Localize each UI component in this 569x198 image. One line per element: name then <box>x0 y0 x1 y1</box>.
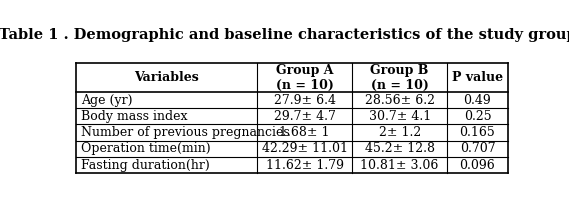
Text: Age (yr): Age (yr) <box>81 94 133 107</box>
Text: 1.68± 1: 1.68± 1 <box>279 126 330 139</box>
Text: 11.62± 1.79: 11.62± 1.79 <box>266 159 344 171</box>
Text: 45.2± 12.8: 45.2± 12.8 <box>365 142 435 155</box>
Text: Table 1 . Demographic and baseline characteristics of the study groups: Table 1 . Demographic and baseline chara… <box>0 28 569 42</box>
Text: Group A
(n = 10): Group A (n = 10) <box>275 64 333 92</box>
Text: 0.25: 0.25 <box>464 110 491 123</box>
Text: P value: P value <box>452 71 503 84</box>
Text: 0.707: 0.707 <box>460 142 495 155</box>
Text: Group B
(n = 10): Group B (n = 10) <box>370 64 429 92</box>
Text: Body mass index: Body mass index <box>81 110 187 123</box>
Text: 2± 1.2: 2± 1.2 <box>378 126 421 139</box>
Text: Number of previous pregnancies: Number of previous pregnancies <box>81 126 290 139</box>
Text: Operation time(min): Operation time(min) <box>81 142 211 155</box>
Text: Fasting duration(hr): Fasting duration(hr) <box>81 159 209 171</box>
Text: 42.29± 11.01: 42.29± 11.01 <box>262 142 348 155</box>
Text: 0.49: 0.49 <box>464 94 491 107</box>
Text: 0.096: 0.096 <box>460 159 495 171</box>
Text: 27.9± 6.4: 27.9± 6.4 <box>274 94 336 107</box>
Text: 30.7± 4.1: 30.7± 4.1 <box>369 110 431 123</box>
Text: 0.165: 0.165 <box>460 126 495 139</box>
Text: 29.7± 4.7: 29.7± 4.7 <box>274 110 336 123</box>
Text: Variables: Variables <box>134 71 199 84</box>
Text: 10.81± 3.06: 10.81± 3.06 <box>361 159 439 171</box>
Text: 28.56± 6.2: 28.56± 6.2 <box>365 94 435 107</box>
